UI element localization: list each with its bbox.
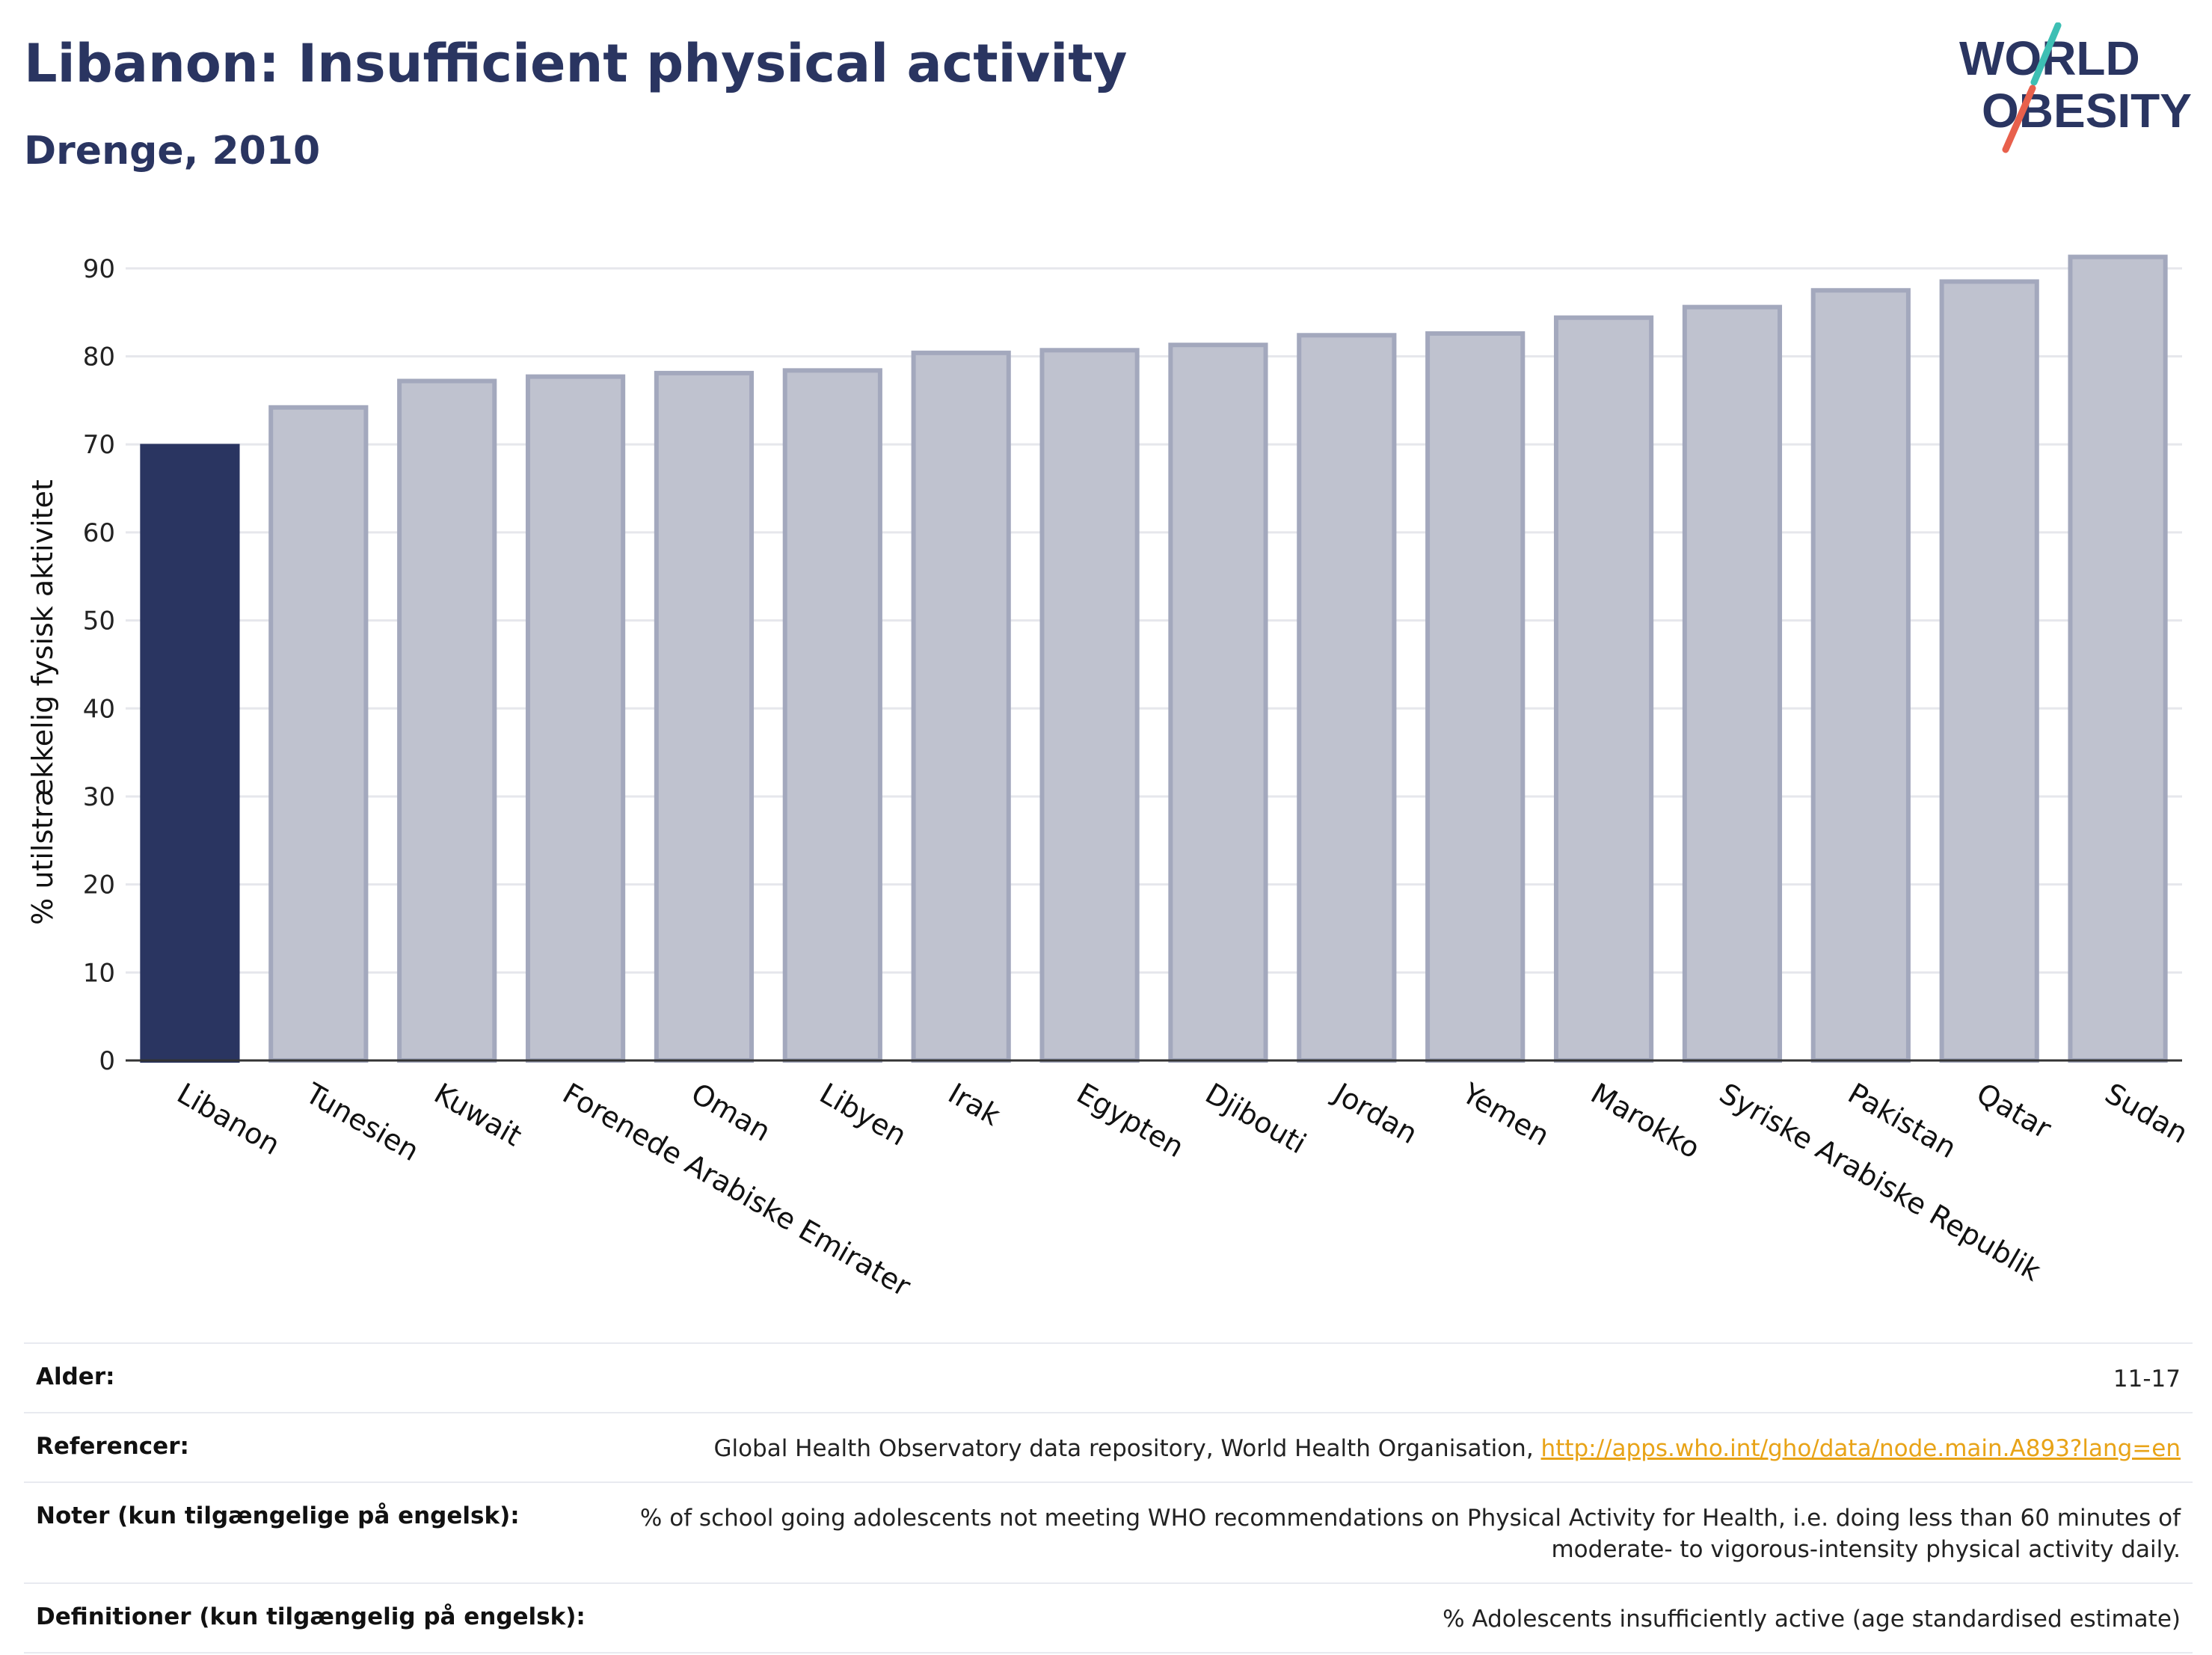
bar-chart: 0 10 20 30 40 50 60 70 80 90 Libanon Tunesien Kuwait… <box>26 254 2194 1304</box>
meta-value-notes: % of school going adolescents not meetin… <box>639 1504 2181 1564</box>
meta-label-age: Alder: <box>36 1363 115 1390</box>
bar-irak <box>911 350 1011 1063</box>
bar-marokko <box>1553 315 1654 1063</box>
y-tick-label: 40 <box>83 694 115 724</box>
x-tick-label: Kuwait <box>428 1077 527 1153</box>
bar-forenede-arabiske-emirater <box>525 374 626 1063</box>
meta-value-definitions: % Adolescents insufficiently active (age… <box>1443 1606 2181 1633</box>
bar-libanon <box>140 443 240 1063</box>
bar-yemen <box>1425 331 1526 1063</box>
bar-sudan <box>2068 254 2168 1063</box>
bar-oman <box>654 370 755 1063</box>
y-tick-label: 70 <box>83 430 115 460</box>
y-tick-label: 20 <box>83 871 115 900</box>
bar-layer <box>140 254 2168 1063</box>
reference-link[interactable]: http://apps.who.int/gho/data/node.main.A… <box>1540 1434 2181 1462</box>
logo-slash-teal <box>2030 22 2062 86</box>
page-title: Libanon: Insufficient physical activity <box>24 33 1128 94</box>
meta-label-notes: Noter (kun tilgængelige på engelsk): <box>36 1502 520 1529</box>
x-tick-label: Libanon <box>171 1077 285 1161</box>
x-tick-label: Djibouti <box>1199 1077 1312 1161</box>
metadata-table: Alder: 11-17 Referencer: Global Health O… <box>24 1342 2193 1654</box>
x-tick-label: Yemen <box>1456 1076 1555 1152</box>
y-tick-label: 90 <box>83 254 115 284</box>
x-tick-label: Libyen <box>814 1077 912 1152</box>
meta-row-age: Alder: 11-17 <box>24 1342 2193 1412</box>
bar-qatar <box>1939 279 2039 1063</box>
y-tick-label: 10 <box>83 958 115 988</box>
bar-kuwait <box>397 378 497 1063</box>
y-tick-label: 50 <box>83 607 115 636</box>
x-tick-label: Oman <box>686 1077 776 1148</box>
meta-label-definitions: Definitioner (kun tilgængelig på engelsk… <box>36 1603 586 1631</box>
y-tick-label: 60 <box>83 518 115 548</box>
x-tick-label: Sudan <box>2100 1077 2194 1150</box>
world-obesity-logo: WORLD OBESITY <box>1959 22 2192 153</box>
meta-label-references: Referencer: <box>36 1432 189 1460</box>
y-axis-title: % utilstrækkelig fysisk aktivitet <box>26 479 59 925</box>
reference-text: Global Health Observatory data repositor… <box>713 1434 1541 1462</box>
x-tick-label: Qatar <box>1971 1077 2057 1146</box>
meta-value-age: 11-17 <box>2113 1366 2181 1393</box>
x-tick-label: Egypten <box>1072 1077 1190 1164</box>
bar-pakistan <box>1810 288 1911 1063</box>
y-tick-label: 0 <box>99 1046 115 1076</box>
y-tick-label: 80 <box>83 343 115 372</box>
x-tick-label: Jordan <box>1327 1076 1423 1151</box>
bar-libyen <box>782 368 882 1063</box>
bar-djibouti <box>1168 343 1268 1063</box>
x-tick-label: Irak <box>943 1077 1006 1132</box>
logo-slash-coral <box>2002 85 2036 153</box>
meta-row-references: Referencer: Global Health Observatory da… <box>24 1411 2193 1481</box>
x-tick-label: Tunesien <box>299 1076 424 1167</box>
y-tick-label: 30 <box>83 782 115 812</box>
bar-egypten <box>1039 348 1140 1063</box>
bar-tunesien <box>268 405 369 1063</box>
page-subtitle: Drenge, 2010 <box>24 129 321 174</box>
bar-jordan <box>1297 333 1397 1063</box>
x-tick-label: Marokko <box>1585 1077 1706 1165</box>
meta-row-notes: Noter (kun tilgængelige på engelsk): % o… <box>24 1481 2193 1583</box>
bar-syriske-arabiske-republik <box>1682 304 1783 1063</box>
meta-row-definitions: Definitioner (kun tilgængelig på engelsk… <box>24 1582 2193 1654</box>
meta-value-references: Global Health Observatory data repositor… <box>713 1433 2181 1465</box>
